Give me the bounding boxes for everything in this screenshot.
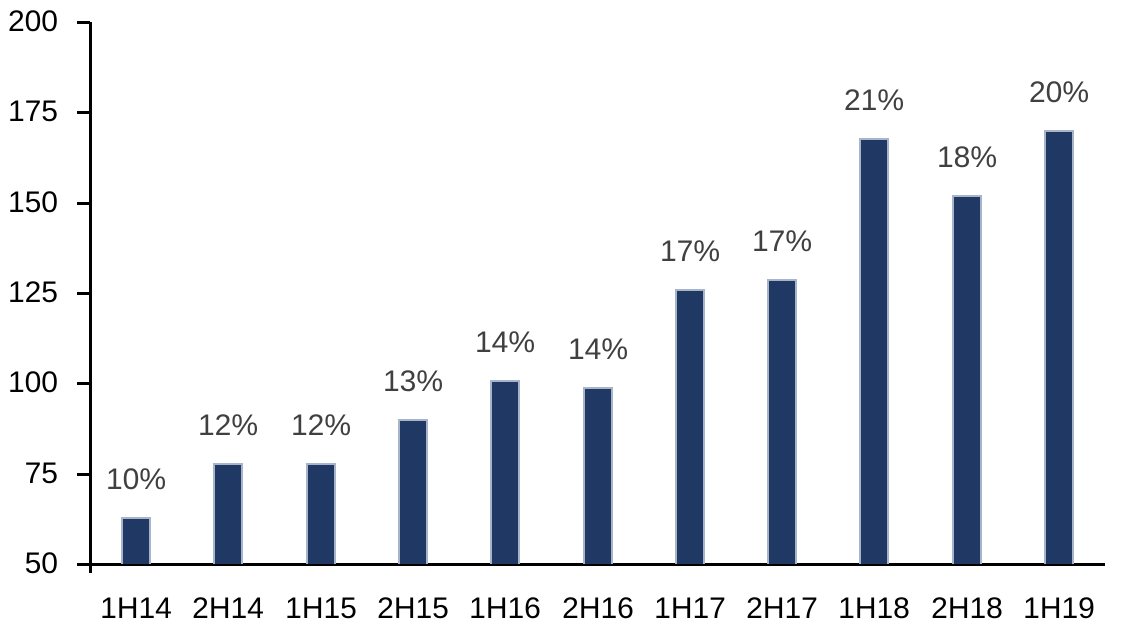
x-axis-tick-label: 2H18 bbox=[931, 592, 1003, 625]
bar-2H15 bbox=[398, 419, 428, 564]
x-axis-tick-label: 1H17 bbox=[654, 592, 726, 625]
y-axis-tick-label: 50 bbox=[24, 547, 58, 580]
y-axis-tick bbox=[77, 292, 90, 295]
y-axis-line bbox=[89, 22, 92, 573]
bar-value-label: 14% bbox=[567, 333, 629, 366]
x-axis-tick-label: 2H15 bbox=[377, 592, 449, 625]
bar-value-label: 10% bbox=[105, 463, 167, 496]
x-axis-tick-label: 2H16 bbox=[562, 592, 634, 625]
x-axis-tick-label: 2H14 bbox=[192, 592, 264, 625]
x-axis-tick-label: 2H17 bbox=[746, 592, 818, 625]
y-axis-tick-label: 200 bbox=[7, 5, 58, 38]
x-axis-tick-label: 1H19 bbox=[1023, 592, 1095, 625]
y-axis-tick bbox=[77, 473, 90, 476]
bar-value-label: 12% bbox=[197, 409, 259, 442]
y-axis-tick-label: 125 bbox=[7, 276, 58, 309]
x-axis-line bbox=[77, 563, 1105, 566]
bar-value-label: 20% bbox=[1028, 76, 1090, 109]
bar-value-label: 13% bbox=[382, 365, 444, 398]
x-axis-tick-label: 1H15 bbox=[285, 592, 357, 625]
y-axis-tick bbox=[77, 563, 90, 566]
y-axis-tick-label: 150 bbox=[7, 186, 58, 219]
y-axis-tick bbox=[77, 111, 90, 114]
bar-2H14 bbox=[213, 463, 243, 564]
bar-1H16 bbox=[490, 380, 520, 564]
bar-value-label: 17% bbox=[659, 235, 721, 268]
y-axis-tick bbox=[77, 382, 90, 385]
bar-value-label: 21% bbox=[843, 84, 905, 117]
bar-1H19 bbox=[1044, 130, 1074, 564]
bar-1H18 bbox=[859, 138, 889, 564]
y-axis-tick bbox=[77, 21, 90, 24]
bar-value-label: 12% bbox=[290, 409, 352, 442]
bar-value-label: 14% bbox=[474, 326, 536, 359]
y-axis-tick-label: 175 bbox=[7, 95, 58, 128]
bar-1H15 bbox=[306, 463, 336, 564]
bar-value-label: 18% bbox=[936, 141, 998, 174]
bar-2H16 bbox=[583, 387, 613, 564]
y-axis-tick bbox=[77, 202, 90, 205]
bar-1H17 bbox=[675, 289, 705, 564]
x-axis-tick-label: 1H14 bbox=[100, 592, 172, 625]
y-axis-tick-label: 75 bbox=[24, 457, 58, 490]
bar-value-label: 17% bbox=[751, 225, 813, 258]
bar-2H17 bbox=[767, 279, 797, 564]
bar-1H14 bbox=[121, 517, 151, 564]
x-axis-tick-label: 1H16 bbox=[469, 592, 541, 625]
x-axis-tick-label: 1H18 bbox=[838, 592, 910, 625]
bar-2H18 bbox=[952, 195, 982, 564]
y-axis-tick-label: 100 bbox=[7, 366, 58, 399]
